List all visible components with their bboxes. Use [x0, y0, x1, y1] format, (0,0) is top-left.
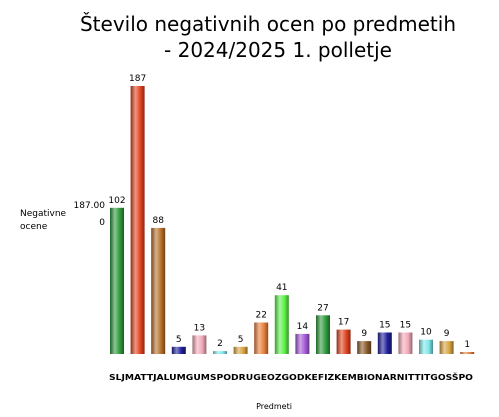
bar-geo: [254, 322, 269, 354]
category-label-kem: KEM: [334, 373, 357, 382]
y-tick-max: 187.00: [74, 201, 106, 211]
bar-nar: [377, 332, 392, 354]
category-label-slj: SLJ: [109, 373, 125, 382]
value-label-kem: 17: [338, 318, 349, 328]
bar-slj: [110, 207, 124, 354]
category-label-geo: GEO: [253, 373, 275, 382]
value-label-gos: 9: [444, 329, 450, 339]
category-label-bio: BIO: [357, 373, 375, 382]
bar-gum: [192, 335, 207, 354]
value-labels-group: 102 187 88 5 13 2 5 22 41 14 27 17 9 15 15 10 9 1: [108, 74, 470, 350]
bar-kem: [336, 329, 351, 354]
x-axis-label: Predmeti: [256, 402, 292, 411]
value-label-bio: 9: [361, 329, 367, 339]
value-label-lum: 5: [176, 335, 182, 345]
category-label-gos: GOS: [430, 373, 452, 382]
bar-spo: [213, 351, 227, 354]
bar-dru: [233, 346, 248, 354]
y-tick-min: 0: [99, 218, 105, 228]
value-label-slj: 102: [108, 196, 125, 206]
category-label-špo: ŠPO: [452, 371, 473, 382]
bar-gos: [439, 341, 454, 354]
chart-title-line-2: - 2024/2025 1. polletje: [164, 38, 392, 62]
value-label-nit: 15: [400, 321, 411, 331]
category-label-nar: NAR: [375, 373, 397, 382]
bar-tit: [419, 339, 433, 354]
value-label-nar: 15: [379, 321, 390, 331]
bar-nit: [398, 332, 413, 354]
value-label-tit: 10: [420, 328, 432, 338]
bar-fiz: [316, 315, 330, 354]
category-label-dke: DKE: [297, 373, 318, 382]
chart-title-line-1: Število negativnih ocen po predmetih: [80, 12, 456, 36]
category-label-tja: TJA: [147, 373, 165, 382]
value-label-geo: 22: [255, 311, 266, 321]
bar-tja: [151, 227, 166, 354]
bar-zgo: [274, 295, 289, 354]
category-label-fiz: FIZ: [318, 373, 335, 382]
category-label-mat: MAT: [125, 373, 147, 382]
bars-group: [110, 86, 475, 354]
category-label-dru: DRU: [231, 373, 253, 382]
bar-dke: [295, 333, 310, 354]
category-label-zgo: ZGO: [275, 373, 297, 382]
category-label-gum: GUM: [186, 373, 210, 382]
value-label-spo: 2: [217, 339, 223, 349]
value-label-dke: 14: [297, 322, 309, 332]
bar-lum: [171, 346, 186, 354]
y-axis-label-line-2: ocene: [20, 222, 48, 232]
value-label-fiz: 27: [317, 303, 328, 313]
value-label-gum: 13: [194, 323, 205, 333]
bar-mat: [130, 86, 145, 354]
value-label-dru: 5: [238, 335, 244, 345]
category-labels: SLJ MAT TJA LUM GUM SPO DRU GEO ZGO DKE FIZ KEM BIO N…: [109, 371, 473, 382]
category-label-nit: NIT: [397, 373, 415, 382]
category-label-lum: LUM: [164, 373, 186, 382]
value-label-zgo: 41: [276, 283, 287, 293]
bar-bio: [357, 341, 372, 354]
y-axis-label-line-1: Negativne: [20, 209, 67, 219]
value-label-špo: 1: [464, 340, 470, 350]
category-label-spo: SPO: [210, 373, 231, 382]
value-label-mat: 187: [129, 74, 146, 84]
category-label-tit: TIT: [414, 373, 431, 382]
bar-špo: [460, 352, 475, 354]
category-labels-group: SLJ MAT TJA LUM GUM SPO DRU GEO ZGO DKE FIZ KEM BIO N…: [109, 371, 473, 382]
value-label-tja: 88: [152, 216, 164, 226]
